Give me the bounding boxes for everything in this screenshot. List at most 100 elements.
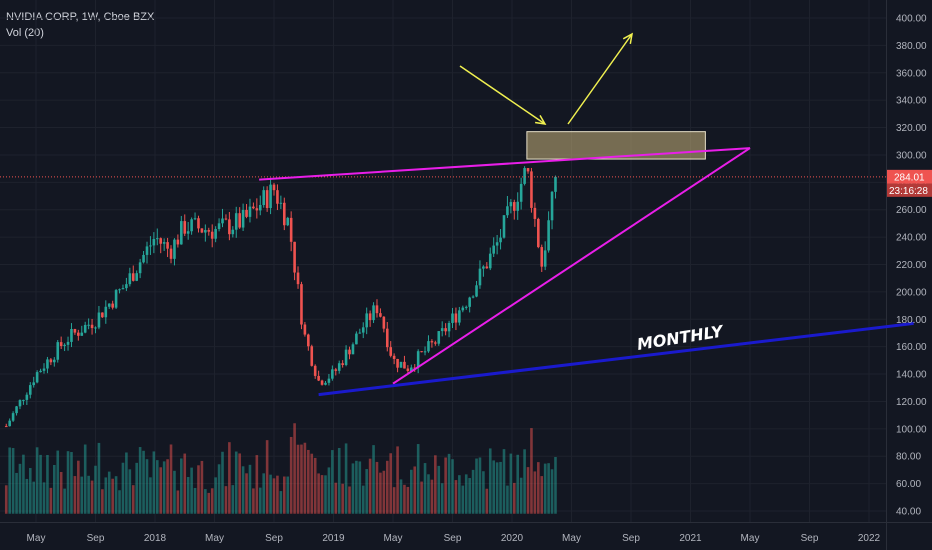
candle-body: [365, 313, 368, 328]
trendline-magenta[interactable]: [392, 147, 751, 385]
volume-bar: [547, 463, 550, 514]
volume-bar: [183, 453, 187, 514]
volume-bar: [155, 460, 159, 514]
candle-body: [389, 347, 393, 356]
candle-body: [317, 375, 320, 381]
arrow-down-right[interactable]: [459, 65, 546, 125]
time-tick-label: 2021: [679, 533, 702, 544]
candle-body: [533, 207, 537, 219]
candle-body: [228, 219, 231, 235]
candle-body: [296, 272, 300, 285]
price-tick-label: 340.00: [896, 96, 927, 107]
volume-bar: [282, 476, 286, 514]
time-tick-label: 2022: [858, 533, 881, 544]
trendline-magenta[interactable]: [259, 147, 751, 181]
candle-body: [135, 273, 138, 281]
candle-body: [128, 273, 132, 285]
candle-body: [444, 328, 447, 332]
volume-bar: [317, 473, 320, 514]
volume-bar: [430, 479, 434, 514]
time-axis[interactable]: May Sep 2018 May Sep 2019 May Sep 2020 May Sep 2021…: [27, 533, 881, 544]
volume-bar: [444, 457, 447, 514]
monthly-label: MONTHLY: [636, 321, 726, 354]
volume-bar: [149, 477, 152, 514]
candle-body: [286, 217, 290, 226]
time-tick-label: Sep: [801, 533, 819, 544]
volume-bar: [355, 460, 358, 514]
arrow-down-right-head[interactable]: [534, 114, 547, 125]
candle-body: [39, 370, 42, 373]
last-price-badge: [887, 169, 932, 184]
volume-bar: [4, 485, 8, 514]
candle-body: [361, 327, 365, 333]
volume-bar: [53, 464, 56, 514]
volume-bar: [22, 454, 25, 514]
price-tick-label: 180.00: [896, 315, 927, 326]
candle-body: [87, 324, 90, 326]
volume-bar: [303, 442, 307, 514]
candle-body: [358, 332, 362, 334]
candle-body: [461, 307, 465, 311]
candle-body: [22, 399, 25, 401]
candle-body: [526, 168, 530, 172]
candle-body: [83, 324, 87, 333]
candle-body: [468, 297, 471, 307]
symbol-legend[interactable]: NVIDIA CORP, 1W, Cboe BZX: [6, 11, 155, 23]
volume-bar: [39, 454, 42, 514]
candle-body: [334, 369, 338, 371]
volume-bar: [186, 476, 190, 514]
time-tick-label: May: [205, 533, 224, 544]
volume-bar: [214, 477, 217, 514]
candle-body: [252, 206, 255, 209]
candle-body: [289, 217, 293, 242]
arrow-up-right[interactable]: [567, 33, 633, 125]
arrow-up-right-head[interactable]: [622, 32, 633, 44]
candle-body: [475, 285, 478, 297]
volume-bar: [111, 478, 114, 514]
volume-bar: [313, 457, 317, 514]
volume-bar: [372, 445, 375, 514]
volume-bar: [485, 488, 489, 514]
candle-body: [458, 310, 461, 323]
volume-bar: [42, 482, 46, 514]
candle-body: [131, 273, 135, 281]
volume-bar: [197, 465, 200, 514]
candle-body: [506, 206, 509, 216]
price-tick-label: 240.00: [896, 233, 927, 244]
volume-bar: [217, 464, 221, 514]
candle-body: [210, 231, 214, 239]
volume-bar: [25, 478, 29, 514]
volume-bar: [286, 476, 290, 514]
trendline-blue[interactable]: [318, 321, 914, 397]
price-axis[interactable]: 400.00380.00360.00340.00320.00300.00280.…: [887, 14, 932, 518]
volume-bar: [224, 486, 228, 514]
candle-body: [331, 369, 334, 379]
volume-bar: [554, 457, 557, 514]
candle-body: [28, 385, 32, 395]
volume-bar: [300, 444, 303, 514]
volume-bar: [11, 448, 15, 514]
candle-body: [15, 406, 18, 414]
candle-body: [471, 296, 475, 298]
volume-bar: [337, 447, 341, 514]
price-tick-label: 320.00: [896, 123, 927, 134]
candle-body: [145, 246, 149, 255]
volume-bar: [447, 453, 451, 514]
candle-body: [341, 363, 344, 365]
volume-bar: [406, 486, 410, 514]
volume-bar: [361, 485, 365, 514]
candle-body: [351, 344, 355, 355]
time-tick-label: Sep: [265, 533, 283, 544]
candle-body: [111, 303, 114, 308]
candle-body: [348, 349, 351, 355]
volume-bar: [272, 478, 276, 514]
volume-legend[interactable]: Vol (20): [6, 27, 44, 39]
candle-body: [262, 190, 266, 205]
candle-body: [234, 213, 238, 230]
resistance-box[interactable]: [526, 131, 706, 160]
volume-bar: [368, 458, 372, 514]
volume-bar: [56, 450, 60, 514]
candle-body: [32, 382, 36, 386]
